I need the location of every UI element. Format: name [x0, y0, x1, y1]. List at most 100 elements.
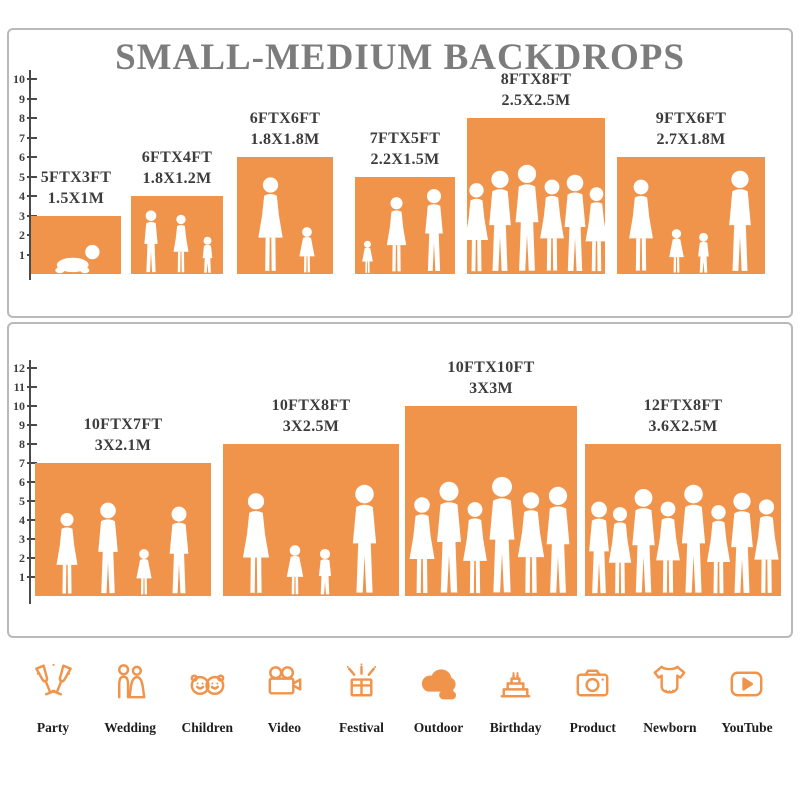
ruler-tick: 3: [11, 209, 37, 223]
person-silhouette: [258, 177, 283, 271]
backdrop-12ftx8ft: 12FTX8FT 3.6X2.5M: [585, 396, 781, 596]
wedding-icon: [117, 664, 146, 699]
backdrop-label: 10FTX10FT 3X3M: [447, 358, 534, 400]
top-panel: SMALL-MEDIUM BACKDROPS 1 2 3 4 5 6 7 8 9…: [7, 28, 793, 318]
product-icon: [576, 669, 609, 697]
category-label: Birthday: [489, 720, 542, 735]
newborn-icon: [653, 665, 686, 694]
ruler-number: 4: [19, 513, 25, 527]
ruler-tick: 8: [11, 437, 37, 451]
person-silhouette: [668, 229, 684, 273]
person-silhouette: [143, 210, 158, 273]
ruler-number: 3: [19, 208, 25, 223]
backdrop-rect: [405, 406, 577, 596]
backdrop-size-ft: 7FTX5FT: [369, 130, 441, 148]
person-silhouette: [352, 484, 377, 593]
person-silhouette: [628, 179, 653, 271]
backdrop-size-m: 1.5X1M: [47, 190, 105, 208]
category-label: Party: [36, 720, 70, 735]
backdrop-rect: [585, 444, 781, 596]
category-label: Wedding: [104, 720, 156, 735]
backdrop-rect: [467, 118, 605, 274]
category-label: Festival: [338, 720, 384, 735]
backdrop-rect: [31, 216, 121, 274]
backdrop-size-m: 1.8X1.2M: [142, 170, 212, 188]
backdrop-label: 7FTX5FT 2.2X1.5M: [370, 129, 441, 171]
ruler-tick: 4: [11, 513, 37, 527]
ruler-tick: 2: [11, 551, 37, 565]
backdrop-size-m: 3X2.5M: [282, 418, 340, 436]
youtube-icon: [731, 671, 763, 697]
backdrop-size-ft: 8FTX8FT: [500, 71, 572, 89]
backdrop-size-ft: 9FTX6FT: [655, 110, 727, 128]
backdrop-size-ft: 12FTX8FT: [643, 397, 723, 415]
backdrop-10ftx7ft: 10FTX7FT 3X2.1M: [35, 415, 211, 596]
backdrop-size-ft: 5FTX3FT: [40, 169, 112, 187]
category-label: Product: [569, 720, 616, 735]
festival-icon: [346, 663, 377, 697]
backdrop-size-ft: 10FTX8FT: [271, 397, 351, 415]
backdrop-label: 6FTX6FT 1.8X1.8M: [250, 109, 321, 151]
baby-silhouette: [54, 244, 100, 274]
category-video: Video: [247, 660, 321, 736]
ruler-number: 2: [19, 551, 25, 565]
ruler-tick: 4: [11, 189, 37, 203]
ruler-number: 1: [19, 247, 25, 262]
ruler-tick: 11: [11, 380, 37, 394]
ruler-number: 9: [19, 418, 25, 432]
ruler-tick: 10: [11, 399, 37, 413]
backdrop-rect: [35, 463, 211, 596]
backdrop-6ftx6ft: 6FTX6FT 1.8X1.8M: [237, 109, 333, 274]
category-label: YouTube: [721, 720, 773, 735]
ruler-number: 2: [19, 228, 25, 242]
category-label: Children: [181, 720, 233, 735]
backdrop-rect: [223, 444, 399, 596]
ruler-tick: 5: [11, 170, 37, 184]
ruler-tick: 9: [11, 418, 37, 432]
person-silhouette: [386, 197, 407, 272]
backdrop-size-m: 1.8X1.8M: [250, 131, 320, 149]
ruler-number: 10: [13, 72, 25, 86]
backdrop-size-m: 3X3M: [469, 380, 513, 398]
person-silhouette: [754, 499, 779, 593]
person-silhouette: [173, 214, 188, 273]
category-label: Video: [267, 720, 301, 735]
backdrop-label: 6FTX4FT 1.8X1.2M: [142, 148, 213, 190]
person-silhouette: [169, 506, 188, 594]
ruler-number: 11: [13, 380, 25, 394]
backdrop-size-m: 3.6X2.5M: [648, 418, 718, 436]
ruler-tick: 10: [11, 72, 37, 86]
ruler-tick: 12: [11, 361, 37, 375]
backdrop-label: 10FTX7FT 3X2.1M: [84, 415, 163, 457]
ruler-tick: 9: [11, 92, 37, 106]
ruler-number: 8: [19, 437, 25, 451]
backdrop-5ftx3ft: 5FTX3FT 1.5X1M: [31, 168, 121, 274]
ruler-tick: 5: [11, 494, 37, 508]
ruler-number: 3: [19, 532, 25, 546]
backdrop-rect: [355, 177, 455, 274]
backdrop-6ftx4ft: 6FTX4FT 1.8X1.2M: [131, 148, 223, 274]
ruler-number: 7: [19, 456, 25, 470]
category-festival: Festival: [324, 660, 398, 736]
backdrop-label: 10FTX8FT 3X2.5M: [272, 396, 351, 438]
category-youtube: YouTube: [710, 660, 784, 736]
category-newborn: Newborn: [633, 660, 707, 736]
children-icon: [190, 674, 225, 696]
backdrop-size-ft: 10FTX7FT: [83, 416, 163, 434]
category-label: Outdoor: [413, 720, 464, 735]
ruler-number: 7: [19, 130, 25, 145]
backdrop-size-ft: 6FTX4FT: [141, 149, 213, 167]
person-silhouette: [728, 170, 751, 271]
backdrop-8ftx8ft: 8FTX8FT 2.5X2.5M: [467, 70, 605, 274]
backdrop-rect: [131, 196, 223, 274]
backdrop-size-m: 2.7X1.8M: [656, 131, 726, 149]
ruler-number: 5: [19, 169, 25, 184]
category-row: Party Wedding Children Video: [16, 660, 784, 736]
ruler-tick: 3: [11, 532, 37, 546]
category-product: Product: [556, 660, 630, 736]
ruler-number: 9: [19, 91, 25, 106]
category-birthday: Birthday: [479, 660, 553, 736]
outdoor-icon: [421, 669, 457, 700]
category-children: Children: [170, 660, 244, 736]
backdrop-label: 12FTX8FT 3.6X2.5M: [644, 396, 723, 438]
